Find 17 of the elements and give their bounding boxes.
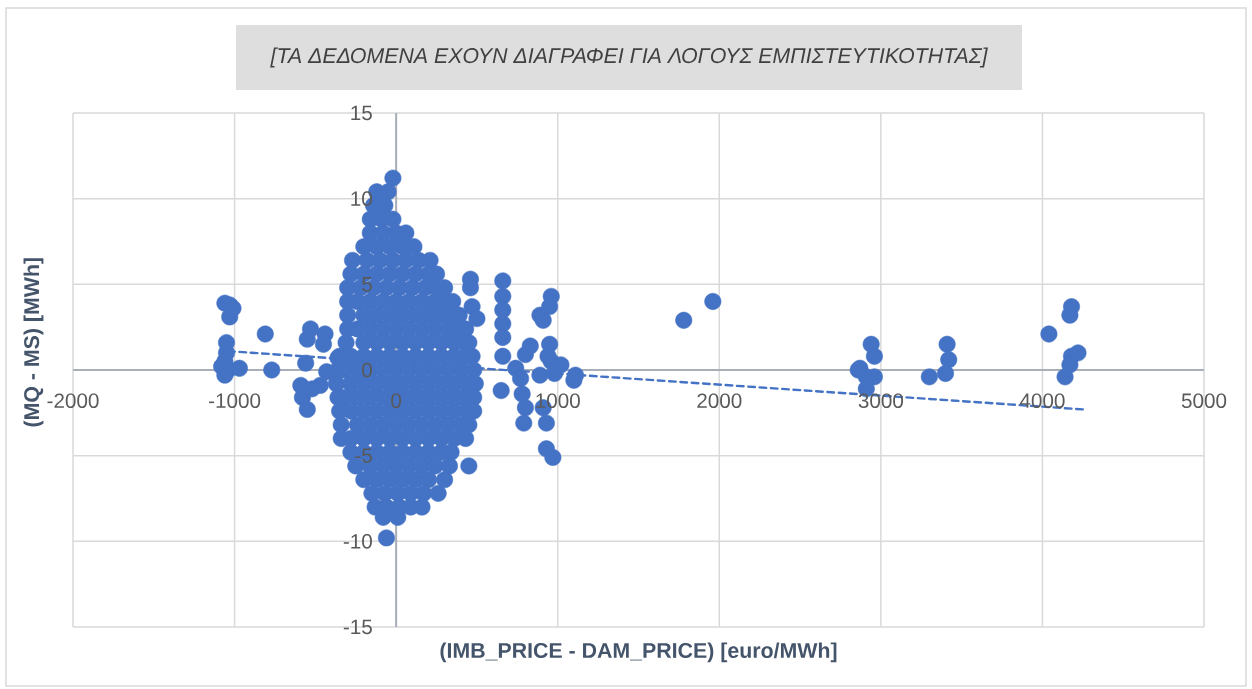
x-tick-label: -1000 [209,393,261,409]
x-tick-label: -2000 [47,393,99,409]
y-tick-label: 5 [362,277,372,292]
x-tick-label: 4000 [1019,393,1065,409]
y-tick-label: 15 [351,105,372,121]
y-tick-label: -15 [343,619,372,635]
x-axis-title: (IMB_PRICE - DAM_PRICE) [euro/MWh] [440,642,837,663]
x-tick-label: 0 [391,393,402,409]
y-axis-title: (MQ - MS) [MWh] [23,258,44,427]
y-tick-label: -5 [355,448,372,463]
x-tick-label: 3000 [858,393,904,409]
x-tick-label: 5000 [1181,393,1227,409]
x-tick-label: 2000 [697,393,742,409]
chart-title: [ΤΑ ΔΕΔΟΜΕΝΑ ΕΧΟΥΝ ΔΙΑΓΡΑΦΕΙ ΓΙΑ ΛΟΓΟΥΣ ΕΜΠΙΣΤΕΥΤΙΚΟΤΗΤΑΣ] [270,47,988,68]
x-tick-label: 1000 [536,393,580,409]
y-tick-label: -10 [343,534,372,549]
y-tick-label: 0 [362,362,372,378]
